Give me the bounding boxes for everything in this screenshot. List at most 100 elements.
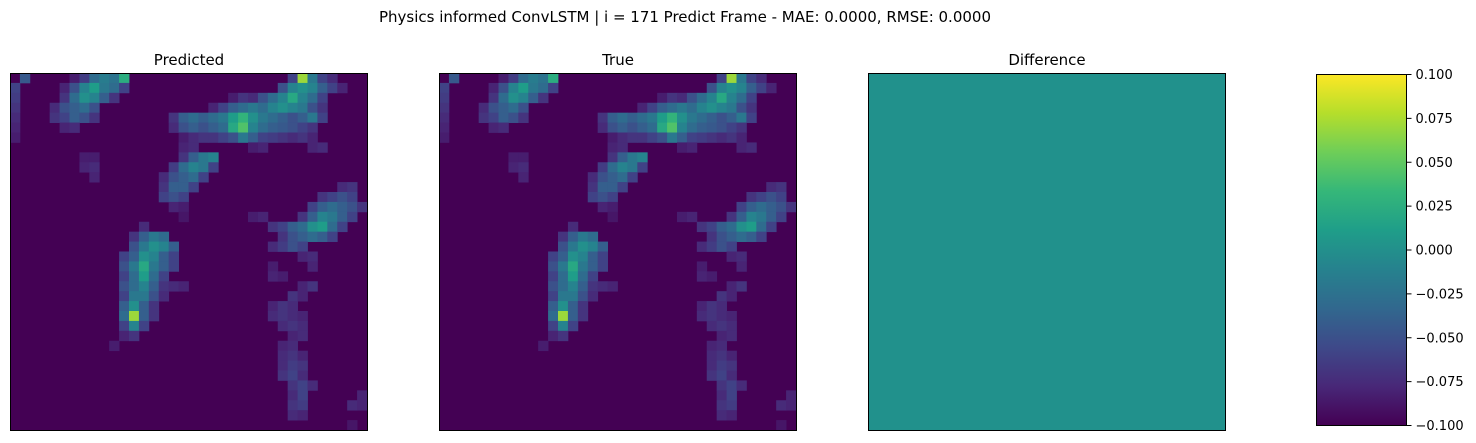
heatmap-predicted-cell [148, 251, 160, 262]
heatmap-predicted-cell [277, 221, 289, 233]
heatmap-predicted-cell [248, 102, 259, 114]
heatmap-true-cell [736, 82, 747, 94]
heatmap-predicted-cell [198, 172, 209, 183]
heatmap-predicted-cell [148, 291, 160, 302]
heatmap-true-cell [716, 390, 727, 401]
heatmap-predicted-cell [198, 162, 209, 173]
heatmap-predicted-cell [297, 73, 308, 84]
heatmap-predicted-cell [307, 73, 318, 84]
heatmap-true-cell [726, 380, 737, 391]
heatmap-true-cell [716, 330, 727, 342]
heatmap-true-cell [726, 241, 737, 252]
heatmap-true-cell [696, 261, 708, 272]
heatmap-true-cell [696, 221, 708, 233]
heatmap-predicted-cell [188, 182, 199, 193]
heatmap-predicted-cell [238, 132, 249, 143]
heatmap-predicted-cell [317, 211, 328, 223]
heatmap-true-cell [686, 142, 698, 153]
heatmap-predicted-cell [158, 291, 170, 302]
heatmap-predicted-cell [357, 390, 368, 401]
heatmap-true-cell [558, 291, 569, 302]
colorbar-tick-label: 0.050 [1416, 156, 1453, 171]
heatmap-predicted-cell [347, 201, 358, 213]
heatmap-true-cell [776, 201, 787, 213]
heatmap-true-cell [657, 132, 668, 143]
heatmap-predicted-cell [138, 241, 150, 252]
heatmap-predicted-cell [287, 370, 298, 381]
heatmap-predicted-cell [168, 192, 179, 203]
heatmap-true-cell [706, 132, 718, 143]
heatmap-predicted-cell [59, 112, 70, 123]
heatmap-true-cell [439, 102, 450, 114]
heatmap-predicted-cell [307, 201, 318, 213]
heatmap-true-cell [667, 102, 678, 114]
heatmap-predicted-cell [148, 281, 160, 292]
heatmap-true-cell [508, 102, 519, 114]
heatmap-predicted-cell [257, 92, 269, 104]
heatmap-predicted-cell [248, 112, 259, 123]
heatmap-predicted-cell [267, 102, 279, 114]
heatmap-predicted [10, 73, 368, 431]
colorbar-tick-label: −0.075 [1416, 375, 1464, 390]
heatmap-predicted-cell [188, 142, 199, 153]
heatmap-true [439, 73, 797, 431]
heatmap-true-cell [597, 201, 608, 213]
heatmap-true-cell [716, 241, 727, 252]
heatmap-predicted-cell [277, 350, 289, 361]
heatmap-true-cell [667, 92, 678, 104]
heatmap-predicted-cell [307, 211, 318, 223]
heatmap-predicted-cell [307, 82, 318, 94]
heatmap-true-cell [736, 142, 747, 153]
heatmap-true-cell [736, 92, 747, 104]
heatmap-true-cell [498, 92, 509, 104]
heatmap-true-cell [766, 182, 777, 193]
heatmap-predicted-cell [99, 82, 110, 94]
heatmap-predicted-cell [297, 82, 308, 94]
heatmap-predicted-cell [287, 330, 298, 342]
heatmap-true-cell [716, 360, 727, 371]
heatmap-predicted-cell [267, 301, 279, 312]
heatmap-true-cell [726, 112, 737, 123]
heatmap-predicted-cell [327, 211, 338, 223]
heatmap-true-cell [756, 231, 767, 242]
heatmap-true-cell [746, 142, 757, 153]
heatmap-true-cell [607, 182, 618, 193]
heatmap-predicted-cell [138, 231, 150, 242]
heatmap-predicted-cell [59, 122, 70, 133]
heatmap-true-cell [726, 221, 737, 233]
heatmap-predicted-cell [337, 192, 348, 203]
heatmap-true-cell [706, 82, 718, 94]
heatmap-predicted-cell [277, 102, 289, 114]
heatmap-true-cell [686, 92, 698, 104]
heatmap-predicted-cell [178, 122, 189, 133]
heatmap-predicted-cell [287, 73, 298, 84]
heatmap-true-cell [607, 162, 618, 173]
heatmap-predicted-cell [267, 241, 279, 252]
heatmap-true-cell [498, 102, 509, 114]
heatmap-true-cell [696, 241, 708, 252]
heatmap-predicted-cell [277, 82, 289, 94]
heatmap-true-cell [716, 291, 727, 302]
heatmap-true-cell [607, 172, 618, 183]
heatmap-predicted-cell [208, 162, 219, 173]
heatmap-predicted-cell [267, 122, 279, 133]
heatmap-true-cell [597, 162, 608, 173]
heatmap-predicted-cell [168, 122, 179, 133]
heatmap-predicted-cell [168, 201, 179, 213]
heatmap-predicted-cell [119, 251, 130, 262]
heatmap-predicted-cell [69, 92, 80, 104]
heatmap-predicted-cell [287, 122, 298, 133]
heatmap-true-cell [538, 340, 549, 352]
heatmap-true-cell [439, 112, 450, 123]
heatmap-true-cell [736, 251, 747, 262]
heatmap-true-cell [567, 241, 579, 252]
heatmap-true-cell [756, 192, 767, 203]
heatmap-predicted-cell [307, 380, 318, 391]
heatmap-true-cell [587, 281, 599, 292]
heatmap-predicted-cell [287, 390, 298, 401]
heatmap-predicted-cell [119, 261, 130, 272]
heatmap-true-cell [716, 82, 727, 94]
heatmap-true-cell [726, 291, 737, 302]
heatmap-true-cell [558, 251, 569, 262]
heatmap-predicted-cell [277, 320, 289, 332]
